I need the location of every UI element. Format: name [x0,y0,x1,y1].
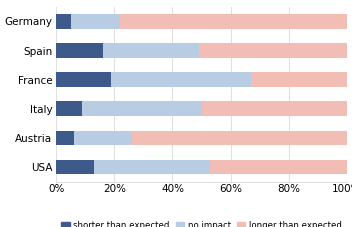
Bar [56,72,112,87]
Bar [201,101,347,116]
Bar [112,72,251,87]
Bar [251,72,347,87]
Legend: shorter than expected, no impact, longer than expected: shorter than expected, no impact, longer… [58,217,345,227]
Bar [94,160,210,174]
Bar [56,101,82,116]
Bar [210,160,347,174]
Bar [199,43,347,58]
Bar [56,43,103,58]
Bar [74,131,132,145]
Bar [120,14,347,29]
Bar [82,101,201,116]
Bar [56,160,94,174]
Bar [103,43,199,58]
Bar [56,131,74,145]
Bar [56,14,71,29]
Bar [71,14,120,29]
Bar [132,131,347,145]
